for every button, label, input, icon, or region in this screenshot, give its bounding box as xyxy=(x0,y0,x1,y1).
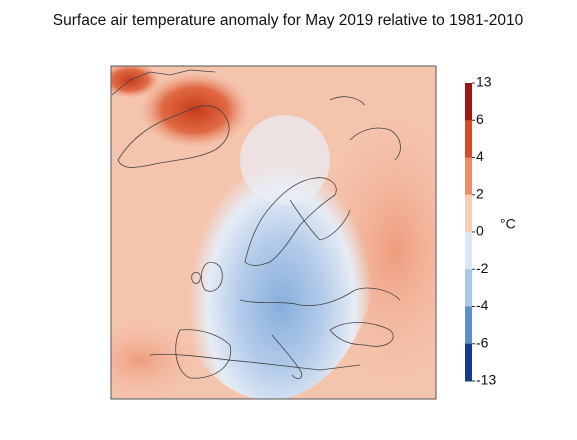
colorbar-segment xyxy=(465,83,472,121)
colorbar-tick-label: 2 xyxy=(476,185,484,201)
colorbar-tick-label: 0 xyxy=(476,223,484,239)
colorbar-segment xyxy=(465,120,472,158)
colorbar-segment xyxy=(465,157,472,196)
map xyxy=(111,66,436,399)
colorbar-tick-label: 13 xyxy=(476,74,492,90)
colorbar-unit: °C xyxy=(500,216,516,232)
colorbar-tick-label: 4 xyxy=(476,148,484,164)
colorbar: 13 6 4 2 0 -2 -4 -6 -13 xyxy=(465,74,496,388)
colorbar-tick-label: 6 xyxy=(476,111,484,127)
colorbar-segment xyxy=(465,343,472,382)
colorbar-segment xyxy=(465,269,472,307)
colorbar-tick-label: -2 xyxy=(476,260,489,276)
map-frame xyxy=(110,65,437,400)
colorbar-tick-label: -6 xyxy=(476,334,489,350)
title: Surface air temperature anomaly for May … xyxy=(53,12,524,29)
colorbar-segment xyxy=(465,306,472,345)
colorbar-tick-label: -4 xyxy=(476,297,489,313)
colorbar-tick-label: -13 xyxy=(476,372,496,388)
colorbar-segment xyxy=(465,194,472,233)
colorbar-segment xyxy=(465,232,472,270)
